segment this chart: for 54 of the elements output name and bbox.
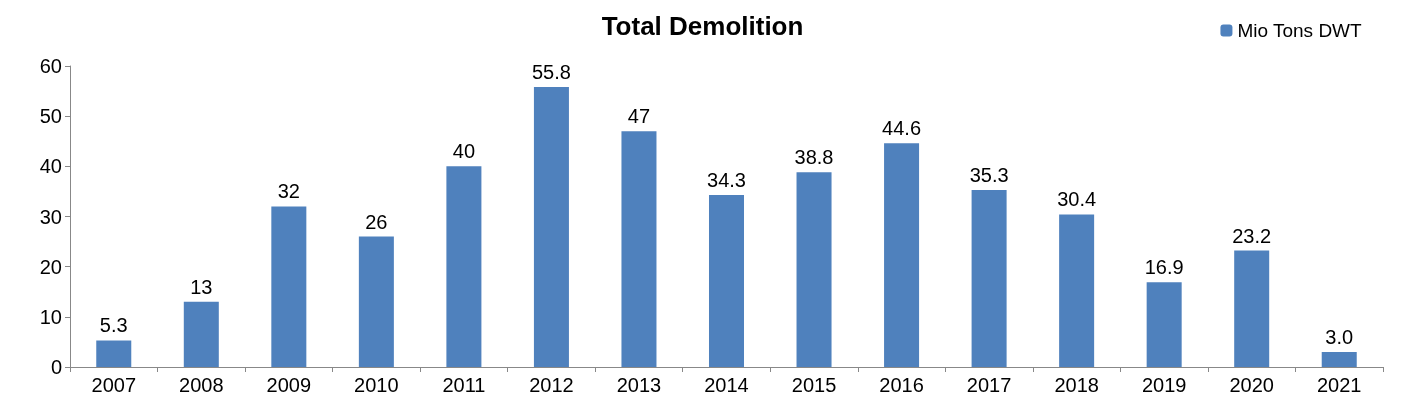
bar [1321,351,1357,367]
data-label: 55.8 [531,61,571,84]
data-label: 23.2 [1232,224,1272,247]
x-tick-label: 2018 [1054,374,1099,396]
x-tick-label: 2015 [791,374,837,396]
x-tick-label: 2007 [91,374,137,396]
data-label: 34.3 [707,168,746,191]
y-tick-label: 20 [39,255,62,278]
data-label: 16.9 [1144,256,1184,279]
data-label: 47 [627,105,651,128]
x-tick-label: 2019 [1141,374,1187,396]
bar [884,143,920,367]
x-tick-label: 2014 [704,374,749,396]
x-tick-label: 2012 [529,374,574,396]
bar [1059,214,1095,367]
bar [533,87,569,367]
data-label: 30.4 [1057,188,1097,211]
data-label: 38.8 [794,146,834,169]
x-tick-label: 2010 [354,374,399,396]
y-tick-label: 40 [39,155,62,178]
bar [971,189,1007,367]
x-tick-label: 2011 [442,374,486,396]
bar [1146,282,1182,367]
x-tick-label: 2016 [879,374,924,396]
x-tick-label: 2017 [966,374,1012,396]
x-tick-label: 2020 [1229,374,1274,396]
x-tick-label: 2013 [616,374,662,396]
y-tick-label: 0 [50,356,62,378]
bar [358,236,394,367]
data-label: 5.3 [99,314,128,337]
y-tick-label: 30 [39,205,62,228]
data-label: 32 [277,180,300,203]
y-tick-label: 50 [39,105,62,128]
bar [708,194,745,367]
y-tick-label: 60 [39,55,62,77]
bar [446,166,482,367]
x-tick-label: 2009 [266,374,312,396]
x-tick-label: 2008 [179,374,224,396]
bar [183,301,219,367]
bar [796,172,832,367]
y-tick-label: 10 [39,305,62,328]
bar [621,131,657,367]
bar [271,206,307,367]
data-label: 13 [190,275,213,298]
data-label: 26 [365,210,388,233]
legend-label: Mio Tons DWT [1237,20,1363,41]
chart-title: Total Demolition [601,11,804,41]
bar [96,340,132,367]
data-label: 40 [452,140,476,163]
data-label: 3.0 [1325,325,1354,348]
data-label: 35.3 [969,163,1009,186]
x-tick-label: 2021 [1316,374,1362,396]
bar [1234,250,1270,367]
data-label: 44.6 [882,117,922,140]
